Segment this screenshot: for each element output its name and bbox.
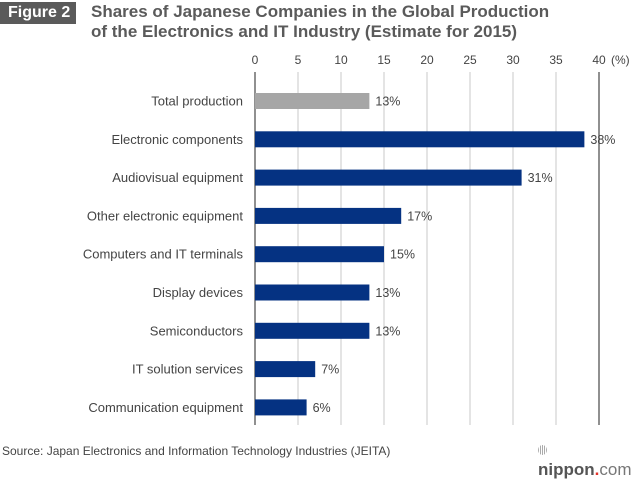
logo-globe-icon [538,445,547,455]
data-label: 13% [375,95,400,109]
data-label: 13% [375,286,400,300]
bar [255,93,370,109]
bar [255,361,316,378]
bar [255,284,370,301]
x-tick-label: 40 [592,53,606,67]
category-label: Semiconductors [150,323,244,338]
bar [255,322,370,339]
category-label: IT solution services [132,362,244,377]
category-label: Electronic components [111,132,243,147]
bar [255,131,585,148]
category-label: Communication equipment [88,400,243,415]
chart-title: Shares of Japanese Companies in the Glob… [91,2,549,42]
nippon-logo[interactable]: nippon.com [538,440,640,480]
figure-label: Figure 2 [0,2,77,24]
bar [255,207,402,224]
category-label: Audiovisual equipment [112,170,243,185]
x-tick-label: 0 [252,53,259,67]
x-tick-labels: 0 5 10 15 20 25 30 35 40 (%) [252,53,630,67]
data-label: 13% [375,324,400,338]
x-tick-label: 15 [377,53,391,67]
category-labels: Total production Electronic components Aud… [83,94,244,415]
x-tick-label: 5 [295,53,302,67]
x-tick-label: 25 [463,53,477,67]
data-label: 6% [313,401,331,415]
chart-title-line2: of the Electronics and IT Industry (Esti… [91,22,518,41]
bar [255,169,522,186]
category-label: Other electronic equipment [87,208,243,223]
data-labels: 13% 38% 31% 17% 15% 13% 13% 7% 6% [313,95,616,415]
data-label: 31% [528,171,553,185]
category-label: Computers and IT terminals [83,247,244,262]
x-tick-label: 20 [420,53,434,67]
x-axis-unit: (%) [611,53,630,67]
data-label: 38% [590,133,615,147]
category-label: Display devices [153,285,244,300]
category-label: Total production [151,94,243,109]
data-label: 15% [390,248,415,262]
data-label: 17% [407,209,432,223]
data-label: 7% [321,363,339,377]
bar [255,246,384,263]
x-tick-label: 30 [506,53,520,67]
chart-title-line1: Shares of Japanese Companies in the Glob… [91,2,550,21]
bar-chart: 0 5 10 15 20 25 30 35 40 (%) Total production Elec… [83,53,630,425]
bars [255,93,585,416]
x-tick-label: 35 [549,53,563,67]
bar [255,399,307,416]
x-tick-label: 10 [334,53,348,67]
source-note: Source: Japan Electronics and Informatio… [2,444,391,458]
